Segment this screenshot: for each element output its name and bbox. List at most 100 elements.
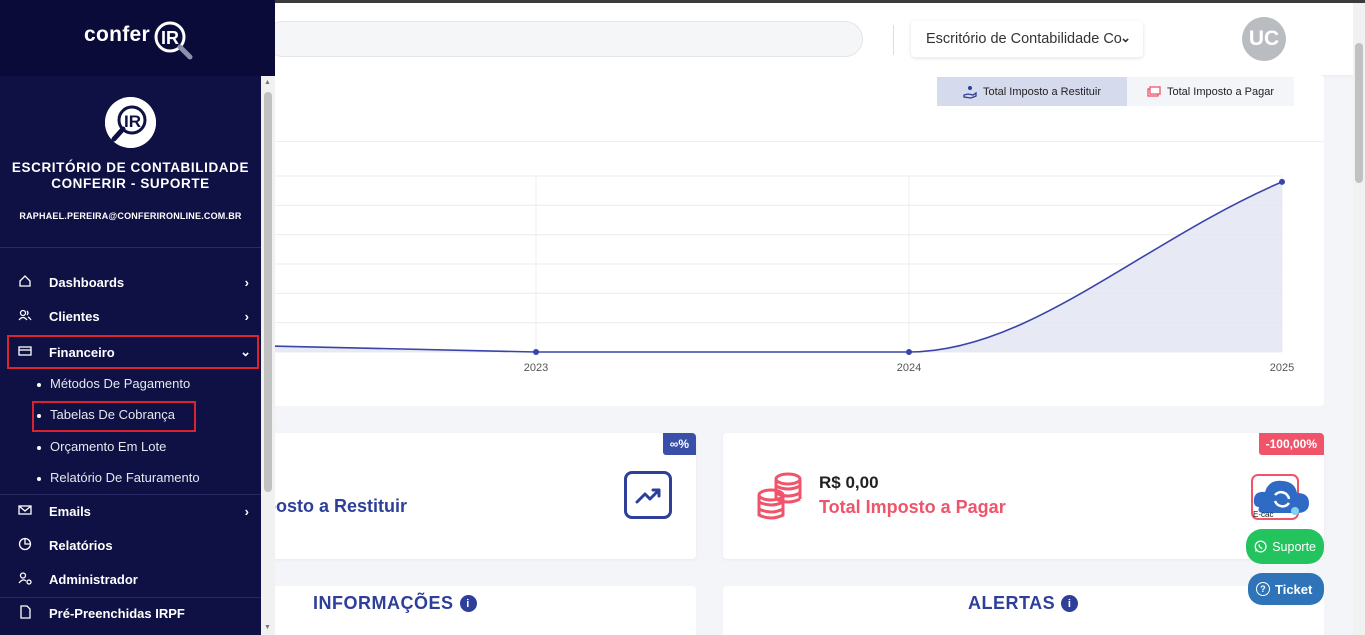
scroll-down-icon[interactable]: ▼	[264, 624, 271, 631]
mail-icon	[18, 505, 32, 515]
hand-coin-icon	[963, 85, 977, 99]
card-pagar-label: Total Imposto a Pagar	[819, 497, 1006, 517]
brand-logo-text[interactable]: confer	[84, 23, 150, 46]
ecac-widget[interactable]: E-cac	[1251, 473, 1313, 521]
card-pagar: -100,00% R$ 0,00 Total Imposto a Pagar	[723, 433, 1324, 559]
info-title-text: INFORMAÇÕES	[313, 593, 454, 613]
help-icon: ?	[1256, 582, 1270, 596]
sidebar-item-label: Relatórios	[49, 537, 113, 553]
org-logo: IR	[105, 97, 156, 148]
card-pagar-value: R$ 0,00	[819, 473, 879, 492]
sidebar-item-emails[interactable]: Emails ›	[0, 494, 261, 528]
toggle-restituir-label: Total Imposto a Restituir	[983, 85, 1101, 98]
chart-toggle-group: Total Imposto a Restituir Total Imposto …	[937, 77, 1295, 106]
info-title: INFORMAÇÕES i	[313, 593, 477, 614]
chevron-right-icon: ›	[244, 274, 249, 290]
series-area	[255, 181, 1282, 352]
sidebar-item-label: Pré-Preenchidas IRPF	[49, 605, 185, 621]
sidebar-item-dashboards[interactable]: Dashboards ›	[0, 265, 261, 299]
cash-icon	[1147, 85, 1161, 97]
chevron-down-icon: ⌄	[1120, 30, 1131, 45]
chart-card: Total Imposto a Restituir Total Imposto …	[255, 75, 1324, 406]
nav-divider	[0, 597, 261, 598]
nav-divider	[0, 494, 261, 495]
info-icon[interactable]: i	[459, 595, 477, 612]
logo-bar: confer IR	[0, 0, 275, 76]
sidebar-item-label: Dashboards	[49, 274, 125, 290]
ticket-label: Ticket	[1275, 581, 1313, 597]
submenu-item-tabelas[interactable]: Tabelas De Cobrança	[36, 407, 176, 422]
magnifier-logo-icon: IR	[154, 21, 193, 60]
card-restituir: ∞% posto a Restituir	[255, 433, 696, 559]
ticket-button[interactable]: ? Ticket	[1248, 573, 1324, 605]
cloud-sync-icon: E-cac	[1251, 474, 1309, 520]
org-logo-mark: IR	[124, 112, 141, 131]
org-email: RAPHAEL.PEREIRA@CONFERIRONLINE.COM.BR	[19, 211, 242, 221]
sidebar-item-administrador[interactable]: Administrador	[0, 562, 261, 596]
submenu-item-metodos[interactable]: Métodos De Pagamento	[36, 376, 191, 391]
sidebar-divider	[0, 247, 261, 248]
ecac-label: E-cac	[1253, 510, 1273, 519]
main-scroll-thumb[interactable]	[1355, 43, 1363, 183]
office-select[interactable]: Escritório de Contabilidade Co ⌄	[911, 21, 1143, 57]
office-select-value: Escritório de Contabilidade Co	[926, 31, 1122, 47]
support-button[interactable]: Suporte	[1246, 529, 1324, 564]
data-point	[906, 349, 912, 355]
sidebar-scroll-thumb[interactable]	[264, 92, 272, 492]
info-card: INFORMAÇÕES i	[255, 586, 696, 635]
chevron-right-icon: ›	[244, 503, 249, 519]
users-icon	[18, 309, 32, 321]
home-icon	[19, 275, 31, 287]
main-scrollbar[interactable]	[1353, 3, 1365, 635]
sidebar-item-label: Clientes	[49, 308, 100, 324]
data-point	[1279, 178, 1285, 185]
sidebar-item-financeiro[interactable]: Financeiro ⌄	[7, 335, 259, 369]
submenu-item-relatorio-faturamento[interactable]: Relatório De Faturamento	[37, 470, 200, 485]
alerts-card: ALERTAS i	[723, 586, 1324, 635]
file-icon	[20, 605, 31, 619]
coins-icon	[757, 472, 802, 520]
user-gear-icon	[18, 572, 32, 585]
sidebar-item-label: Emails	[49, 503, 91, 519]
alerts-info-icon[interactable]: i	[1061, 595, 1079, 612]
card-pagar-badge: -100,00%	[1258, 433, 1324, 455]
window-top-strip	[0, 0, 1365, 3]
toggle-pagar[interactable]: Total Imposto a Pagar	[1127, 77, 1295, 106]
chart-divider	[255, 141, 1324, 142]
sidebar-item-label: Financeiro	[49, 344, 115, 360]
header-divider	[893, 25, 894, 55]
trend-up-icon	[624, 471, 672, 519]
x-tick-label: 2025	[1270, 362, 1294, 374]
card-icon	[18, 346, 32, 356]
sidebar-item-label: Administrador	[49, 571, 138, 587]
org-name: ESCRITÓRIO DE CONTABILIDADE CONFERIR - S…	[11, 160, 250, 191]
toggle-restituir[interactable]: Total Imposto a Restituir	[937, 77, 1127, 106]
area-chart: 2023 2024 2025	[255, 175, 1294, 374]
submenu-highlight	[32, 401, 196, 432]
series-line	[255, 181, 1283, 353]
top-header: Escritório de Contabilidade Co ⌄ UC	[265, 3, 1353, 75]
sidebar-scrollbar[interactable]: ▲ ▼	[261, 76, 275, 635]
chart-pie-icon	[18, 537, 32, 551]
whatsapp-icon	[1254, 540, 1267, 553]
sidebar-item-pre-preenchidas[interactable]: Pré-Preenchidas IRPF	[0, 596, 261, 630]
scroll-up-icon[interactable]: ▲	[264, 79, 271, 86]
chevron-right-icon: ›	[244, 308, 249, 324]
data-point	[533, 349, 539, 355]
sidebar-item-relatorios[interactable]: Relatórios	[0, 528, 261, 562]
search-input[interactable]	[265, 21, 863, 57]
avatar[interactable]: UC	[1242, 17, 1286, 61]
x-tick-label: 2024	[897, 362, 921, 374]
x-tick-label: 2023	[524, 362, 548, 374]
sidebar-item-clientes[interactable]: Clientes ›	[0, 299, 261, 333]
sidebar: confer IR IR ESCRITÓRIO DE CONTABILIDADE…	[0, 0, 275, 635]
alerts-title-text: ALERTAS	[968, 593, 1056, 613]
support-label: Suporte	[1272, 539, 1316, 554]
brand-logo-mark: IR	[161, 28, 179, 48]
card-restituir-label: posto a Restituir	[265, 496, 408, 516]
toggle-pagar-label: Total Imposto a Pagar	[1167, 85, 1275, 98]
card-restituir-badge: ∞%	[662, 433, 696, 455]
chevron-down-icon: ⌄	[240, 344, 251, 359]
alerts-title: ALERTAS i	[968, 593, 1079, 614]
submenu-item-orcamento[interactable]: Orçamento Em Lote	[36, 439, 167, 454]
